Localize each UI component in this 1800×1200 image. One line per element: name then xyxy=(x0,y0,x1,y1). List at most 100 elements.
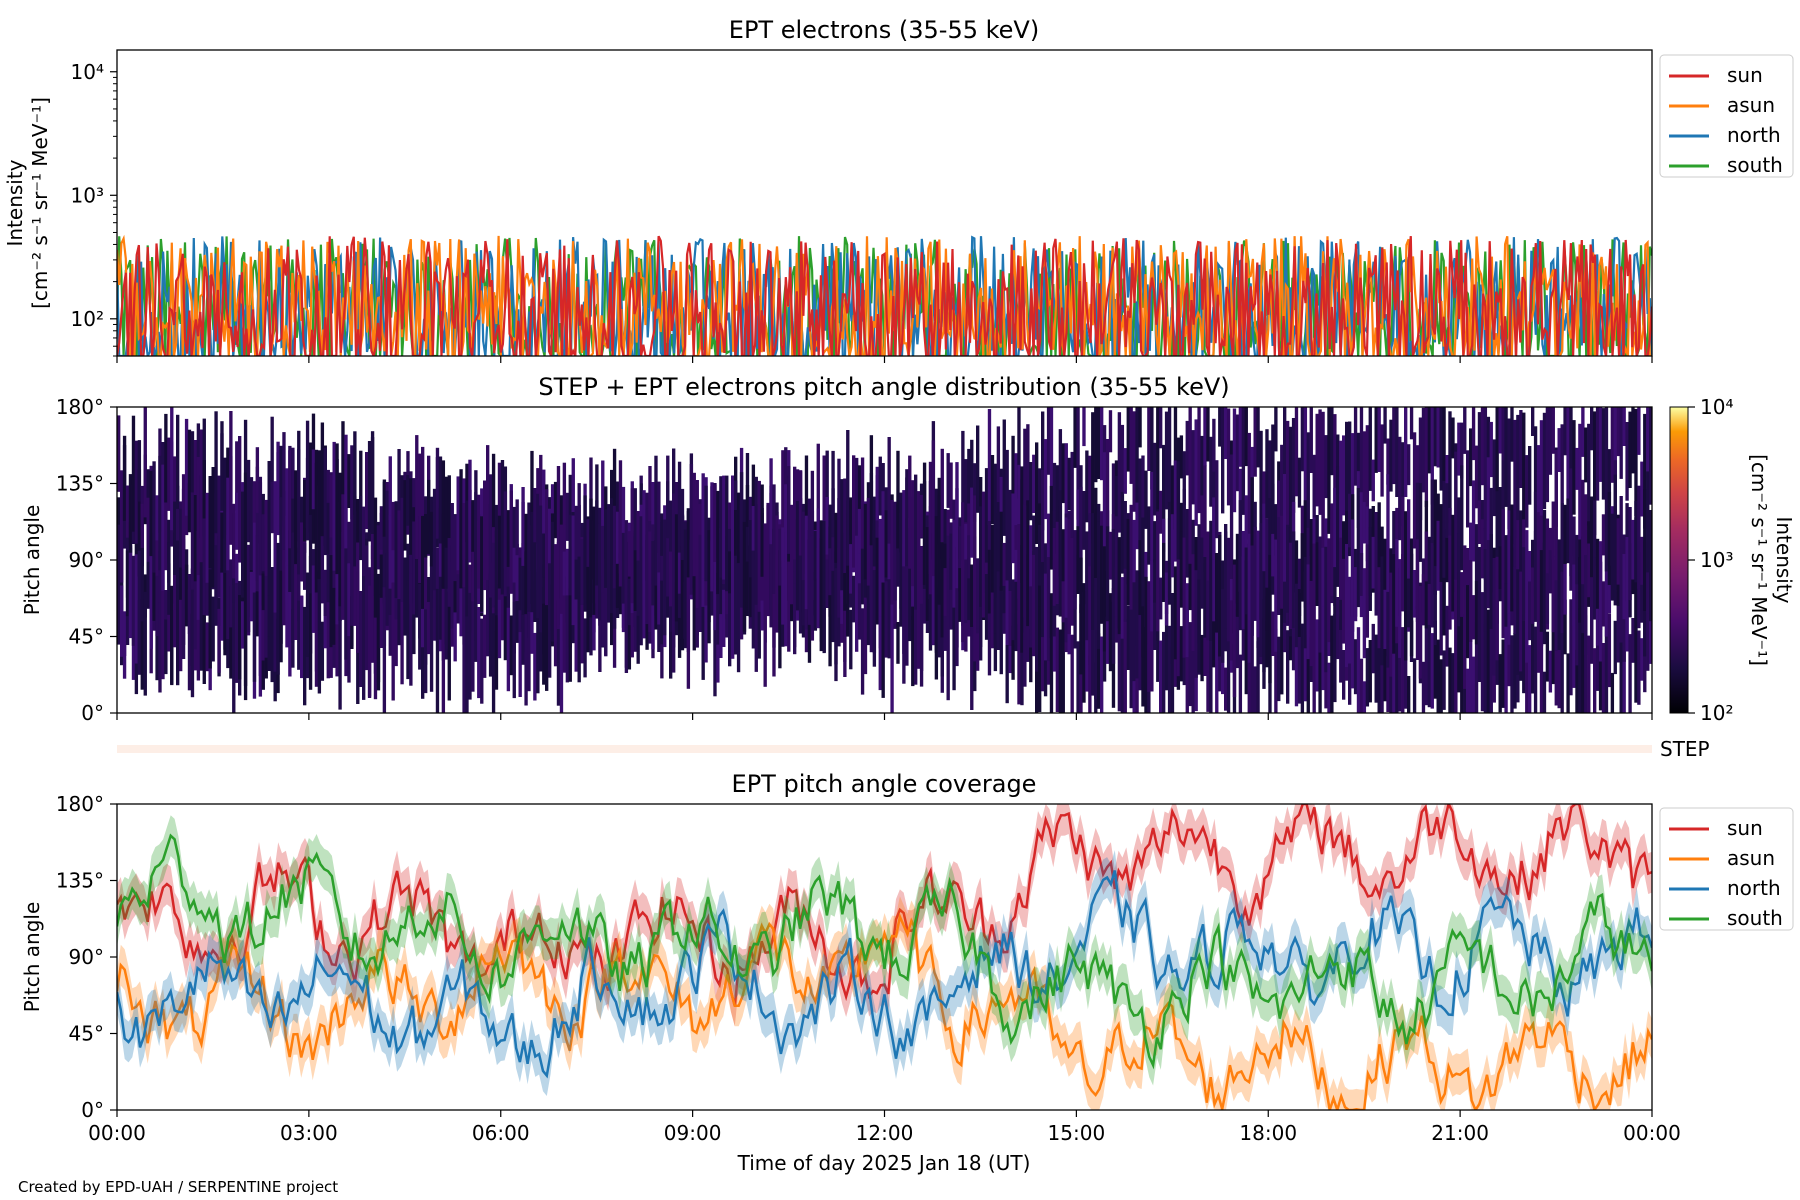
heatmap-cell xyxy=(273,481,277,613)
heatmap-cell xyxy=(1607,613,1612,688)
heatmap-cell xyxy=(1203,557,1207,638)
heatmap-cell xyxy=(158,455,162,571)
heatmap-cell xyxy=(1194,419,1198,526)
heatmap-cell xyxy=(642,510,646,639)
colorbar xyxy=(1669,406,1689,714)
heatmap-cell xyxy=(565,492,570,541)
heatmap-cell xyxy=(1439,582,1443,656)
y-tick-label: 135° xyxy=(56,472,104,496)
heatmap-cell xyxy=(834,512,838,563)
heatmap-cell xyxy=(801,511,806,581)
heatmap-cell xyxy=(1380,424,1384,497)
heatmap-cell xyxy=(979,506,983,607)
heatmap-cell xyxy=(1510,635,1514,713)
heatmap-cell xyxy=(488,474,493,598)
heatmap-cell xyxy=(1058,490,1063,617)
heatmap-cell xyxy=(1318,409,1322,515)
heatmap-cell xyxy=(1433,407,1437,467)
heatmap-cell xyxy=(751,533,756,649)
heatmap-cell xyxy=(672,493,676,621)
heatmap-cell xyxy=(1324,546,1328,673)
heatmap-cell xyxy=(828,595,832,667)
x-tick-label: 18:00 xyxy=(1239,1121,1297,1145)
heatmap-cell xyxy=(778,550,782,669)
heatmap-cell xyxy=(1274,539,1278,652)
heatmap-cell xyxy=(264,499,268,576)
heatmap-cell xyxy=(674,514,679,622)
colorbar-label-line2: [cm⁻² s⁻¹ sr⁻¹ MeV⁻¹] xyxy=(1747,454,1771,666)
heatmap-cell xyxy=(164,619,168,675)
heatmap-cell xyxy=(710,482,714,592)
heatmap-cell xyxy=(1625,422,1629,501)
heatmap-cell xyxy=(1601,581,1606,627)
heatmap-cell xyxy=(350,445,354,520)
heatmap-cell xyxy=(338,597,342,710)
heatmap-cell xyxy=(542,603,546,685)
credit-text: Created by EPD-UAH / SERPENTINE project xyxy=(18,1178,338,1196)
heatmap-cell xyxy=(1575,534,1579,666)
legend-label-asun: asun xyxy=(1727,93,1775,117)
heatmap-cell xyxy=(976,565,980,629)
heatmap-cell xyxy=(373,497,378,618)
legend-box xyxy=(1659,54,1794,178)
heatmap-cell xyxy=(1442,480,1446,611)
heatmap-cell xyxy=(583,618,587,678)
heatmap-cell xyxy=(1259,523,1263,657)
heatmap-cell xyxy=(1023,428,1027,538)
heatmap-cell xyxy=(669,551,673,607)
heatmap-cell xyxy=(1539,550,1544,632)
heatmap-cell xyxy=(852,455,856,568)
heatmap-cell xyxy=(1212,418,1216,484)
heatmap-cell xyxy=(208,569,212,669)
heatmap-cell xyxy=(890,500,894,567)
heatmap-cell xyxy=(1616,407,1620,457)
heatmap-cell xyxy=(1091,565,1095,696)
heatmap-cell xyxy=(1445,483,1449,542)
heatmap-cell xyxy=(707,530,711,644)
heatmap-cell xyxy=(1138,458,1142,576)
heatmap-cell xyxy=(1531,567,1535,624)
heatmap-cell xyxy=(1531,407,1535,436)
heatmap-cell xyxy=(238,488,242,556)
heatmap-cell xyxy=(548,548,552,678)
heatmap-cell xyxy=(158,602,162,693)
heatmap-cell xyxy=(651,541,655,606)
heatmap-cell xyxy=(1067,519,1071,635)
heatmap-cell xyxy=(1091,412,1095,544)
heatmap-cell xyxy=(964,559,968,623)
heatmap-cell xyxy=(397,449,401,539)
heatmap-cell xyxy=(1268,440,1272,524)
heatmap-cell xyxy=(559,524,564,614)
heatmap-cell xyxy=(1516,569,1520,675)
heatmap-cell xyxy=(902,549,906,684)
heatmap-cell xyxy=(1321,593,1325,691)
heatmap-cell xyxy=(1350,611,1355,689)
heatmap-cell xyxy=(1590,496,1594,578)
heatmap-cell xyxy=(1008,489,1012,591)
heatmap-cell xyxy=(1371,623,1375,674)
heatmap-cell xyxy=(303,543,307,590)
heatmap-cell xyxy=(465,500,469,617)
heatmap-cell xyxy=(1634,584,1638,703)
heatmap-cell xyxy=(1607,565,1612,614)
heatmap-cell xyxy=(1179,531,1184,608)
heatmap-cell xyxy=(344,548,348,660)
heatmap-cell xyxy=(772,484,776,594)
heatmap-cell xyxy=(140,598,144,690)
heatmap-cell xyxy=(335,537,339,625)
heatmap-cell xyxy=(1345,421,1349,516)
heatmap-cell xyxy=(347,521,351,584)
heatmap-cell xyxy=(1483,407,1488,531)
heatmap-cell xyxy=(556,600,561,706)
heatmap-cell xyxy=(391,520,395,604)
heatmap-cell xyxy=(1427,584,1432,625)
heatmap-cell xyxy=(1324,435,1328,499)
heatmap-cell xyxy=(922,462,927,585)
heatmap-cell xyxy=(984,496,989,563)
heatmap-cell xyxy=(722,475,726,580)
heatmap-cell xyxy=(164,413,168,503)
heatmap-cell xyxy=(964,524,968,571)
heatmap-cell xyxy=(680,545,685,651)
heatmap-cell xyxy=(1052,462,1057,558)
heatmap-cell xyxy=(365,452,369,529)
